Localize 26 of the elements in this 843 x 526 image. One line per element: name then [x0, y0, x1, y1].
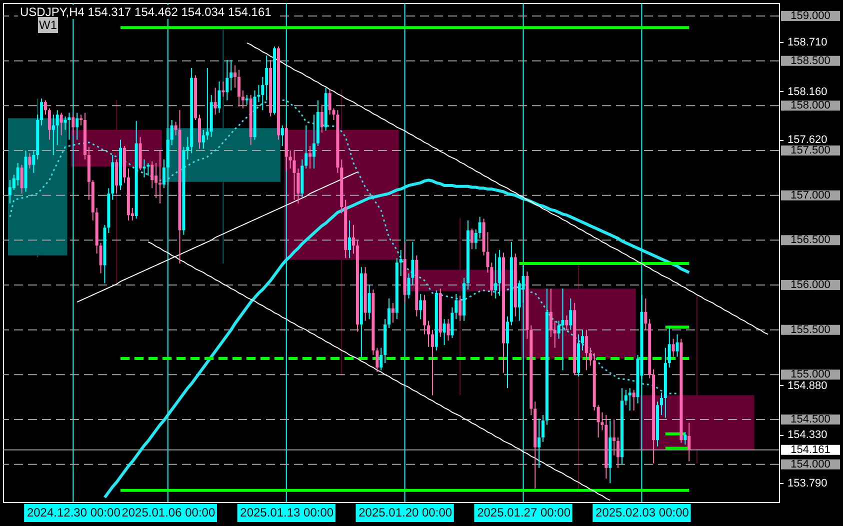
- x-tick-label: 2025.01.27 00:00: [477, 506, 571, 520]
- ref-line-label: 156.500: [790, 234, 830, 246]
- y-tick-label: 154.880: [788, 380, 828, 392]
- ref-line-label: 154.500: [790, 414, 830, 426]
- chart-title: USDJPY,H4 154.317 154.462 154.034 154.161: [20, 5, 272, 19]
- y-tick-label: 154.330: [788, 429, 828, 442]
- ref-line-label: 154.161: [790, 444, 830, 456]
- ref-line-label: 158.000: [790, 100, 830, 112]
- ref-line-label: 158.500: [790, 54, 830, 67]
- y-tick-label: 158.160: [788, 86, 828, 98]
- x-tick-label: 2025.02.03 00:00: [596, 506, 690, 520]
- ref-line-label: 156.000: [790, 279, 830, 292]
- ref-line-label: 155.500: [790, 324, 830, 336]
- ref-line-label: 159.000: [790, 10, 830, 22]
- ref-line-label: 157.000: [790, 189, 830, 202]
- annotation: W1: [39, 18, 58, 32]
- x-tick-label: 2025.01.06 00:00: [122, 506, 216, 520]
- y-tick-label: 153.790: [788, 478, 828, 490]
- ref-line-label: 155.000: [790, 368, 830, 381]
- ref-line-label: 157.500: [790, 144, 830, 157]
- y-tick-label: 157.620: [788, 134, 828, 146]
- x-tick-label: 2025.01.20 00:00: [358, 506, 452, 520]
- x-tick-label: 2024.12.30 00:00: [26, 506, 121, 520]
- ref-line-label: 154.000: [790, 458, 830, 470]
- x-tick-label: 2025.01.13 00:00: [240, 506, 334, 520]
- y-tick-label: 158.710: [788, 36, 828, 49]
